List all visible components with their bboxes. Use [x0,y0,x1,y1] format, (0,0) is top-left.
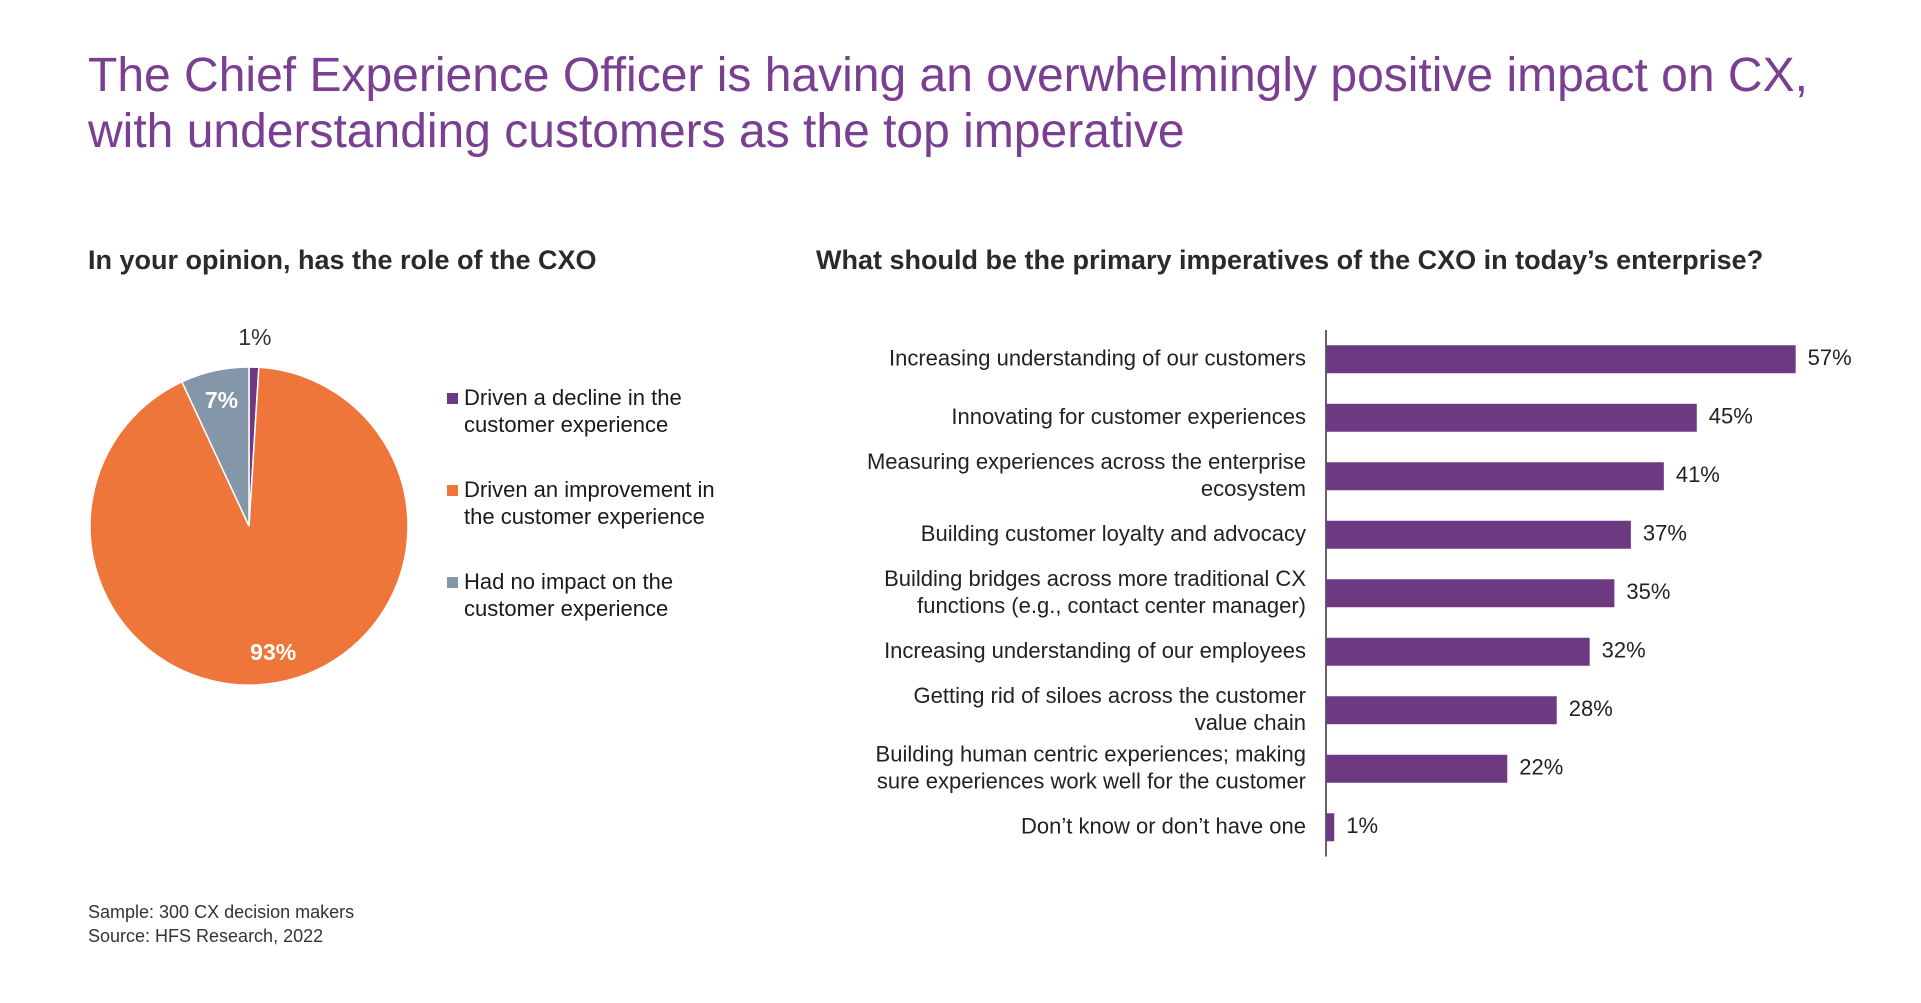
category-label: Building customer loyalty and advocacy [921,521,1306,546]
pie-label-decline: 1% [238,324,271,350]
bar [1326,813,1335,842]
category-label: Innovating for customer experiences [951,404,1306,429]
bar [1326,462,1664,491]
category-label: Increasing understanding of our employee… [884,638,1306,663]
bar-chart-title: What should be the primary imperatives o… [816,245,1764,275]
category-label: Increasing understanding of our customer… [889,345,1306,370]
bar-value-label: 22% [1519,755,1563,780]
sample-note: Sample: 300 CX decision makers [88,902,355,922]
legend-swatch-improvement [447,485,458,496]
category-label: Getting rid of siloes across the custome… [914,683,1307,735]
category-label: Measuring experiences across the enterpr… [867,449,1306,501]
legend-item-no-impact: Had no impact on the customer experience [446,568,746,622]
bar-value-label: 57% [1808,345,1852,370]
bar [1326,345,1796,374]
legend-item-improvement: Driven an improvement in the customer ex… [446,476,746,530]
pie-legend: Driven a decline in the customer experie… [446,384,746,660]
bar-value-label: 35% [1626,579,1670,604]
pie-chart: 1% 93% 7% [89,324,409,686]
pie-label-no-impact: 7% [205,387,238,413]
bar [1326,754,1508,783]
bar-value-label: 28% [1569,696,1613,721]
bar-value-label: 37% [1643,521,1687,546]
legend-label-improvement: Driven an improvement in the customer ex… [464,477,715,529]
category-label: Building bridges across more traditional… [884,566,1306,618]
legend-label-no-impact: Had no impact on the customer experience [464,569,674,621]
legend-swatch-no-impact [447,577,458,588]
bar [1326,696,1557,725]
bar [1326,579,1615,608]
pie-slice-no-impact [180,366,250,527]
pie-chart-title: In your opinion, has the role of the CXO [88,245,597,275]
pie-label-improvement: 93% [250,639,296,665]
footer-notes: Sample: 300 CX decision makers Source: H… [88,900,354,948]
bar-value-label: 1% [1346,813,1378,838]
source-note: Source: HFS Research, 2022 [88,926,324,946]
bar [1326,637,1590,666]
bar [1326,520,1631,549]
category-label: Don’t know or don’t have one [1021,813,1306,838]
legend-item-decline: Driven a decline in the customer experie… [446,384,746,438]
legend-swatch-decline [447,393,458,404]
legend-label-decline: Driven a decline in the customer experie… [464,385,682,437]
category-label: Building human centric experiences; maki… [876,741,1306,793]
bar-value-label: 45% [1709,404,1753,429]
page-title: The Chief Experience Officer is having a… [88,49,1808,158]
bar-value-label: 41% [1676,462,1720,487]
bar-value-label: 32% [1602,638,1646,663]
bar [1326,403,1697,432]
